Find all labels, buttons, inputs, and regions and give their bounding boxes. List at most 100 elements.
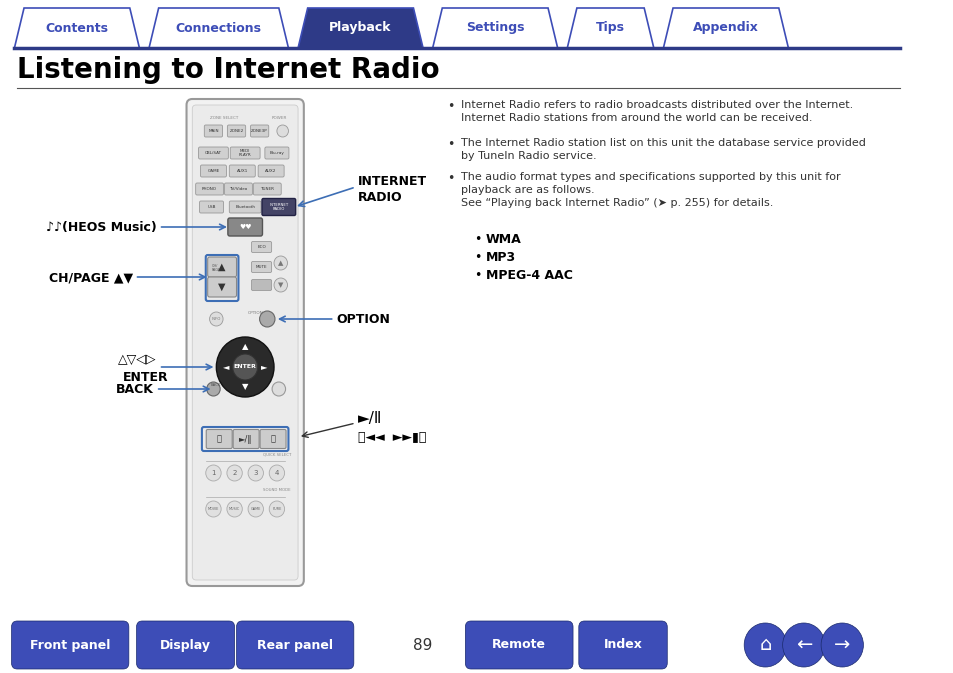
FancyBboxPatch shape [224, 183, 253, 195]
Circle shape [207, 382, 220, 396]
FancyBboxPatch shape [11, 621, 129, 669]
Text: 1: 1 [211, 470, 215, 476]
Text: •: • [447, 172, 454, 185]
FancyBboxPatch shape [260, 429, 286, 448]
Circle shape [216, 337, 274, 397]
Text: MPEG-4 AAC: MPEG-4 AAC [485, 269, 572, 282]
FancyBboxPatch shape [228, 218, 262, 236]
Text: CH/
PAGE: CH/ PAGE [212, 264, 220, 273]
Text: BACK: BACK [116, 383, 153, 396]
Text: MEDI
PLAYR: MEDI PLAYR [238, 149, 252, 157]
Text: The Internet Radio station list on this unit the database service provided
by Tu: The Internet Radio station list on this … [460, 138, 864, 162]
Text: ►: ► [261, 363, 268, 371]
Text: ◄: ◄ [222, 363, 229, 371]
Circle shape [781, 623, 824, 667]
Text: INTERNET
RADIO: INTERNET RADIO [357, 175, 426, 204]
Text: Tips: Tips [596, 22, 624, 34]
Text: ZONE3P: ZONE3P [251, 129, 268, 133]
Text: OPTION: OPTION [248, 311, 263, 315]
Circle shape [276, 125, 288, 137]
Text: 2: 2 [233, 470, 236, 476]
FancyBboxPatch shape [236, 621, 354, 669]
Polygon shape [662, 8, 787, 48]
Text: Blu-ray: Blu-ray [269, 151, 284, 155]
FancyBboxPatch shape [227, 125, 246, 137]
Text: •: • [447, 100, 454, 113]
Text: ▼: ▼ [277, 282, 283, 288]
FancyBboxPatch shape [229, 201, 261, 213]
FancyBboxPatch shape [253, 183, 281, 195]
FancyBboxPatch shape [230, 147, 260, 159]
FancyBboxPatch shape [262, 199, 295, 215]
Polygon shape [567, 8, 653, 48]
Text: ⌂: ⌂ [759, 635, 771, 655]
Text: ▲: ▲ [277, 260, 283, 266]
FancyBboxPatch shape [578, 621, 666, 669]
Text: Settings: Settings [465, 22, 524, 34]
FancyBboxPatch shape [136, 621, 234, 669]
Text: MAIN: MAIN [208, 129, 218, 133]
Text: Internet Radio refers to radio broadcasts distributed over the Internet.
Interne: Internet Radio refers to radio broadcast… [460, 100, 852, 123]
Text: ▲: ▲ [218, 262, 226, 272]
Text: ENTER: ENTER [123, 371, 168, 384]
Text: ←: ← [795, 635, 811, 655]
Text: Index: Index [603, 639, 641, 651]
FancyBboxPatch shape [251, 125, 269, 137]
Text: MUSIC: MUSIC [229, 507, 240, 511]
FancyBboxPatch shape [199, 201, 223, 213]
Text: TV/Video: TV/Video [229, 187, 248, 191]
Text: Listening to Internet Radio: Listening to Internet Radio [17, 56, 439, 84]
FancyBboxPatch shape [200, 165, 226, 177]
Text: Appendix: Appendix [692, 22, 758, 34]
Text: Display: Display [160, 639, 211, 651]
Text: Rear panel: Rear panel [257, 639, 333, 651]
Text: QUICK SELECT: QUICK SELECT [262, 452, 291, 456]
Text: CBL/SAT: CBL/SAT [205, 151, 222, 155]
Polygon shape [14, 8, 139, 48]
Text: GAME: GAME [207, 169, 219, 173]
Text: USB: USB [207, 205, 215, 209]
Text: ▼: ▼ [218, 282, 226, 292]
Text: ►/Ⅱ: ►/Ⅱ [357, 411, 381, 426]
Text: ♪♪(HEOS Music): ♪♪(HEOS Music) [46, 221, 156, 234]
Text: INTERNET
RADIO: INTERNET RADIO [269, 203, 288, 211]
Text: AUX1: AUX1 [236, 169, 248, 173]
Circle shape [821, 623, 862, 667]
Circle shape [206, 465, 221, 481]
Circle shape [233, 354, 257, 380]
Circle shape [206, 501, 221, 517]
Text: Connections: Connections [175, 22, 261, 34]
Text: 3: 3 [253, 470, 257, 476]
Circle shape [210, 312, 223, 326]
Text: ⏭: ⏭ [271, 435, 275, 444]
Polygon shape [149, 8, 288, 48]
Text: Playback: Playback [329, 22, 392, 34]
FancyBboxPatch shape [252, 242, 272, 252]
FancyBboxPatch shape [195, 183, 223, 195]
Text: MUTE: MUTE [255, 265, 267, 269]
Circle shape [227, 465, 242, 481]
Circle shape [227, 501, 242, 517]
Text: INFO: INFO [212, 317, 221, 321]
Polygon shape [433, 8, 558, 48]
FancyBboxPatch shape [265, 147, 289, 159]
Text: SOUND MODE: SOUND MODE [263, 488, 291, 492]
Text: ZONE SELECT: ZONE SELECT [210, 116, 238, 120]
FancyBboxPatch shape [252, 262, 272, 273]
Circle shape [248, 465, 263, 481]
Text: •: • [474, 251, 481, 264]
Text: BACK: BACK [211, 383, 221, 387]
Text: ENTER: ENTER [233, 365, 256, 369]
Circle shape [269, 501, 284, 517]
Text: AUX2: AUX2 [265, 169, 276, 173]
Text: MP3: MP3 [485, 251, 516, 264]
Circle shape [274, 256, 287, 270]
FancyBboxPatch shape [252, 279, 272, 291]
Text: ⏮: ⏮ [216, 435, 221, 444]
Text: ►/‖: ►/‖ [239, 435, 253, 444]
Text: Bluetooth: Bluetooth [235, 205, 254, 209]
Text: •: • [447, 138, 454, 151]
Text: •: • [474, 233, 481, 246]
Circle shape [269, 465, 284, 481]
Circle shape [274, 278, 287, 292]
